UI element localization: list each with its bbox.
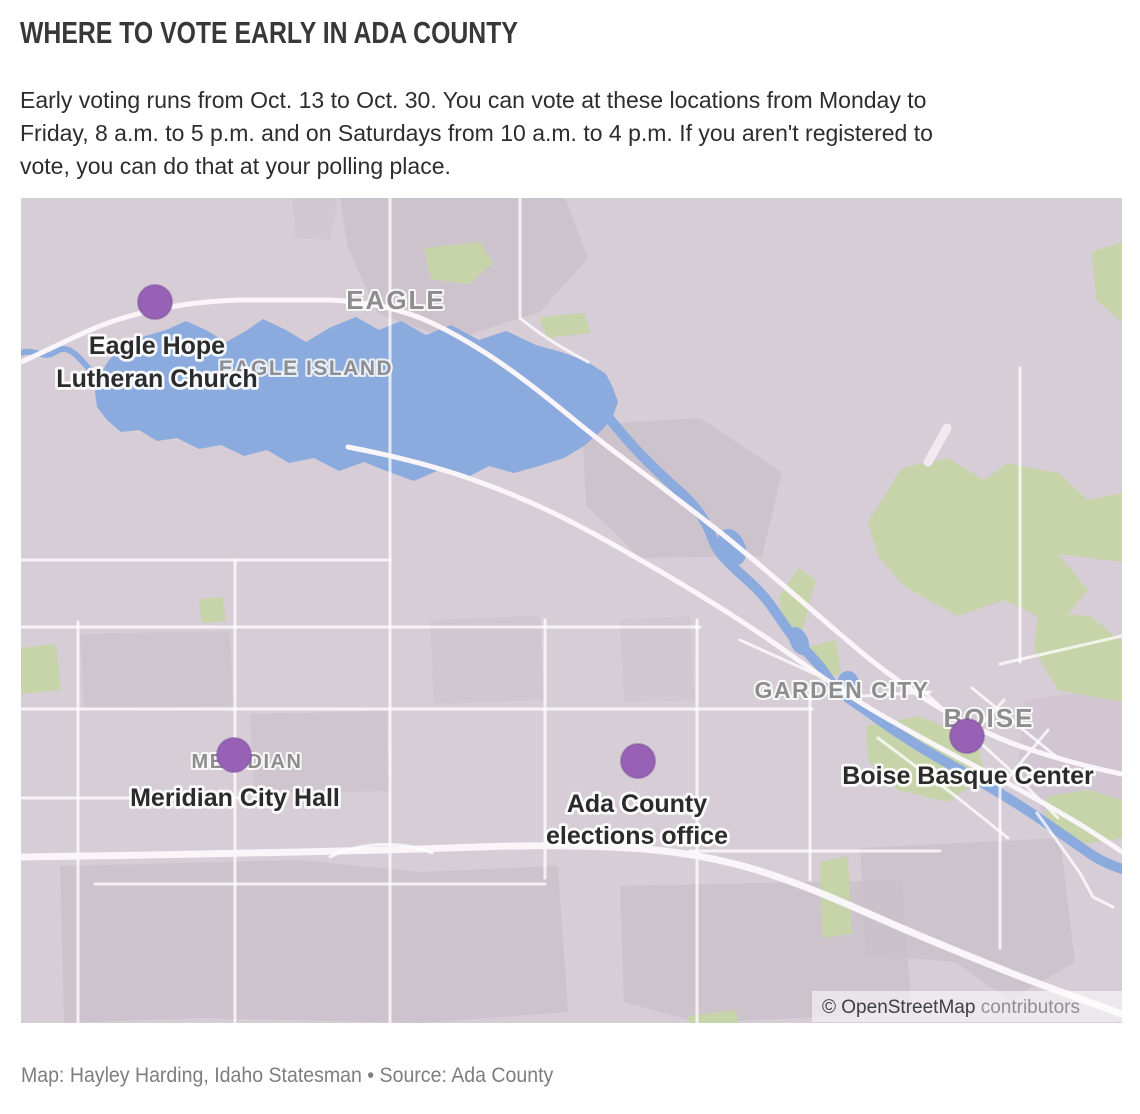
marker-eagle-hope-lutheran-church: [137, 284, 173, 320]
voting-location-markers: [137, 284, 985, 779]
osm-copyright-text: © OpenStreetMap: [822, 997, 975, 1018]
osm-contributors-text: contributors: [981, 997, 1080, 1018]
credit-line: Map: Hayley Harding, Idaho Statesman • S…: [21, 1064, 554, 1087]
page-title: WHERE TO VOTE EARLY IN ADA COUNTY: [20, 15, 518, 50]
interstate-freeway: [21, 842, 1122, 1018]
intro-line: Friday, 8 a.m. to 5 p.m. and on Saturday…: [20, 120, 933, 146]
airstrip: [923, 423, 952, 467]
intro-text: Early voting runs from Oct. 13 to Oct. 3…: [20, 84, 1110, 183]
label-ada-county-line2: elections office: [546, 822, 728, 850]
intro-line: vote, you can do that at your polling pl…: [20, 153, 451, 179]
city-label-eagle-island: EAGLE ISLAND: [219, 357, 393, 380]
intro-line: Early voting runs from Oct. 13 to Oct. 3…: [20, 87, 927, 113]
label-eagle-hope-line1: Eagle Hope: [89, 332, 225, 360]
eagle-island-water: [95, 317, 618, 481]
ada-county-map: EAGLE EAGLE ISLAND MERIDIAN GARDEN CITY …: [21, 198, 1122, 1023]
landuse-areas: [60, 198, 1122, 1023]
city-label-eagle: EAGLE: [346, 285, 446, 315]
city-label-garden-city: GARDEN CITY: [755, 677, 930, 703]
marker-meridian-city-hall: [216, 737, 252, 773]
city-labels: EAGLE EAGLE ISLAND MERIDIAN GARDEN CITY …: [190, 283, 1035, 775]
label-meridian-city-hall: Meridian City Hall: [130, 784, 340, 812]
chinden-road: [345, 444, 1122, 855]
marker-boise-basque-center: [949, 718, 985, 754]
city-label-boise: BOISE: [944, 703, 1035, 733]
label-eagle-hope-line2: Lutheran Church: [56, 365, 257, 393]
state-highway: [21, 297, 1122, 777]
svg-text:© OpenStreetMap contributors: © OpenStreetMap contributors: [822, 997, 1080, 1018]
osm-attribution: © OpenStreetMap contributors: [812, 991, 1122, 1022]
green-areas: [21, 242, 1122, 1023]
voting-location-labels: Eagle Hope Lutheran Church Meridian City…: [54, 329, 1097, 853]
label-ada-county-line1: Ada County: [567, 790, 707, 818]
map-canvas: EAGLE EAGLE ISLAND MERIDIAN GARDEN CITY …: [21, 198, 1122, 1023]
label-boise-basque-center: Boise Basque Center: [842, 762, 1094, 790]
marker-ada-county-elections-office: [620, 743, 656, 779]
road-network: [21, 198, 1122, 1023]
